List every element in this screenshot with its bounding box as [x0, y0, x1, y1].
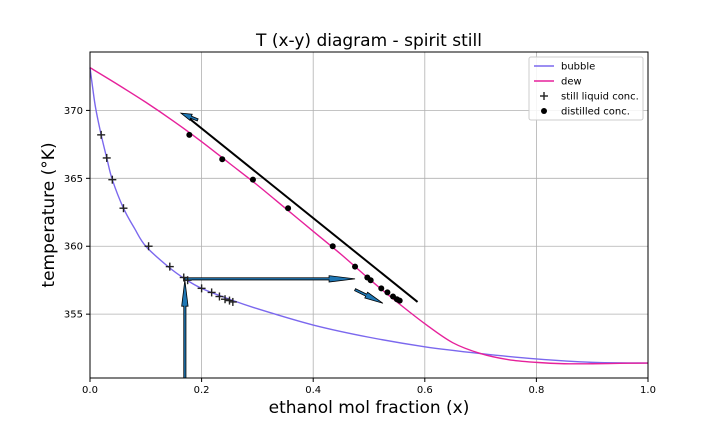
legend-label: still liquid conc. — [561, 92, 639, 103]
y-tick-label: 370 — [64, 106, 83, 117]
legend-label: bubble — [561, 62, 595, 73]
legend-item: distilled conc. — [541, 107, 630, 118]
y-tick-label: 365 — [64, 174, 83, 185]
still-liquid-point — [228, 297, 237, 306]
chart-title: T (x-y) diagram - spirit still — [255, 31, 482, 51]
arrow-annotation — [179, 112, 199, 122]
distilled-point — [186, 131, 193, 138]
still-liquid-point — [108, 175, 117, 184]
still-liquid-point — [197, 284, 206, 293]
legend-swatch-dot — [541, 108, 547, 114]
legend-label: dew — [561, 77, 582, 88]
still-liquid-point — [165, 262, 174, 271]
ticks: 0.0 0.2 0.4 0.6 0.8 1.0 355 360 365 370 — [64, 106, 656, 396]
x-tick-label: 0.2 — [194, 385, 210, 396]
distilled-point — [378, 285, 385, 292]
arrow-annotation — [184, 275, 356, 283]
legend-label: distilled conc. — [561, 107, 630, 118]
x-tick-label: 0.8 — [528, 385, 544, 396]
x-tick-label: 1.0 — [640, 385, 656, 396]
x-tick-label: 0.6 — [417, 385, 433, 396]
still-liquid-point — [97, 130, 106, 139]
still-liquid-point — [102, 153, 111, 162]
distilled-point — [352, 263, 359, 270]
still-liquid-point — [119, 204, 128, 213]
legend: bubble dew still liquid conc. distilled con… — [528, 56, 644, 121]
still-liquid-point — [221, 295, 230, 304]
distilled-point — [396, 297, 403, 304]
distilled-point — [329, 243, 336, 250]
annotation-layer — [179, 112, 419, 379]
legend-item: bubble — [534, 62, 595, 73]
arrow-annotation — [181, 280, 189, 379]
distilled-point — [285, 205, 292, 212]
distilled-point — [219, 156, 226, 163]
legend-item: still liquid conc. — [540, 92, 639, 103]
arrow-annotation — [354, 288, 384, 304]
still-liquid-point — [215, 292, 224, 301]
legend-swatch-plus — [540, 92, 548, 100]
still-liquid-point — [144, 242, 153, 251]
distilled-point — [384, 289, 391, 296]
points-layer — [97, 130, 403, 306]
x-axis-title: ethanol mol fraction (x) — [269, 398, 470, 418]
plot-frame — [89, 51, 649, 379]
y-tick-label: 355 — [64, 310, 83, 321]
legend-item: dew — [534, 77, 582, 88]
y-axis-title: temperature (°K) — [39, 142, 59, 287]
distilled-point — [367, 277, 374, 284]
operating-line — [187, 116, 419, 303]
distilled-point — [249, 176, 256, 183]
x-tick-label: 0.4 — [305, 385, 321, 396]
still-liquid-point — [183, 276, 192, 285]
y-tick-label: 360 — [64, 242, 83, 253]
still-liquid-point — [207, 288, 216, 297]
legend-box — [528, 56, 644, 121]
x-tick-label: 0.0 — [82, 385, 98, 396]
